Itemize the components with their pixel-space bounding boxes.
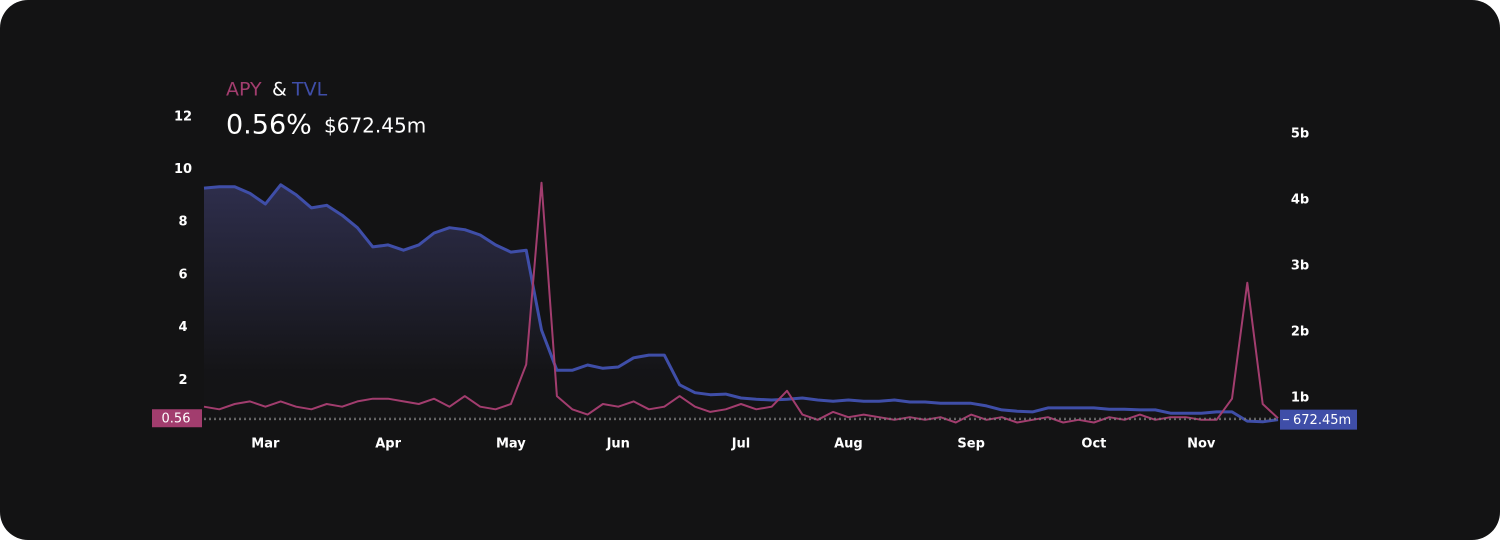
y-tick-label: 12 [174,109,192,124]
y2-tick-label: 4b [1291,193,1309,208]
series-line [203,183,1279,424]
legend-tvl: TVL [291,79,328,101]
x-tick-label: Mar [251,437,280,452]
x-tick-label: Apr [375,437,401,452]
y-tick-label: 4 [178,320,187,335]
y2-tick-label: 3b [1291,259,1309,274]
y-tick-label: 2 [178,373,187,388]
legend-joiner: & [272,79,287,101]
header-apy: 0.56% [226,110,312,141]
x-tick-label: Nov [1187,437,1216,452]
y-tick-label: 6 [178,267,187,282]
y2-tick-label: 2b [1291,325,1309,340]
tvl-area [204,184,1278,433]
y-tick-label: 8 [178,215,187,230]
series-line [203,181,1279,424]
badge [152,409,202,428]
x-tick-label: Aug [834,437,863,452]
x-tick-label: Sep [957,437,985,452]
x-tick-label: May [496,437,526,452]
y2-tick-label: 5b [1291,127,1309,142]
x-tick-label: Jun [606,437,630,452]
badge-label: 672.45m [1293,413,1351,428]
x-tick-label: Oct [1081,437,1106,452]
badge [1280,409,1357,430]
badge-label: 0.56 [162,412,191,427]
header-tvl: $672.45m [324,114,426,138]
y-tick-label: 10 [174,162,192,177]
legend-apy: APY [226,79,262,101]
x-tick-label: Jul [731,437,751,452]
y2-tick-label: 1b [1291,391,1309,406]
